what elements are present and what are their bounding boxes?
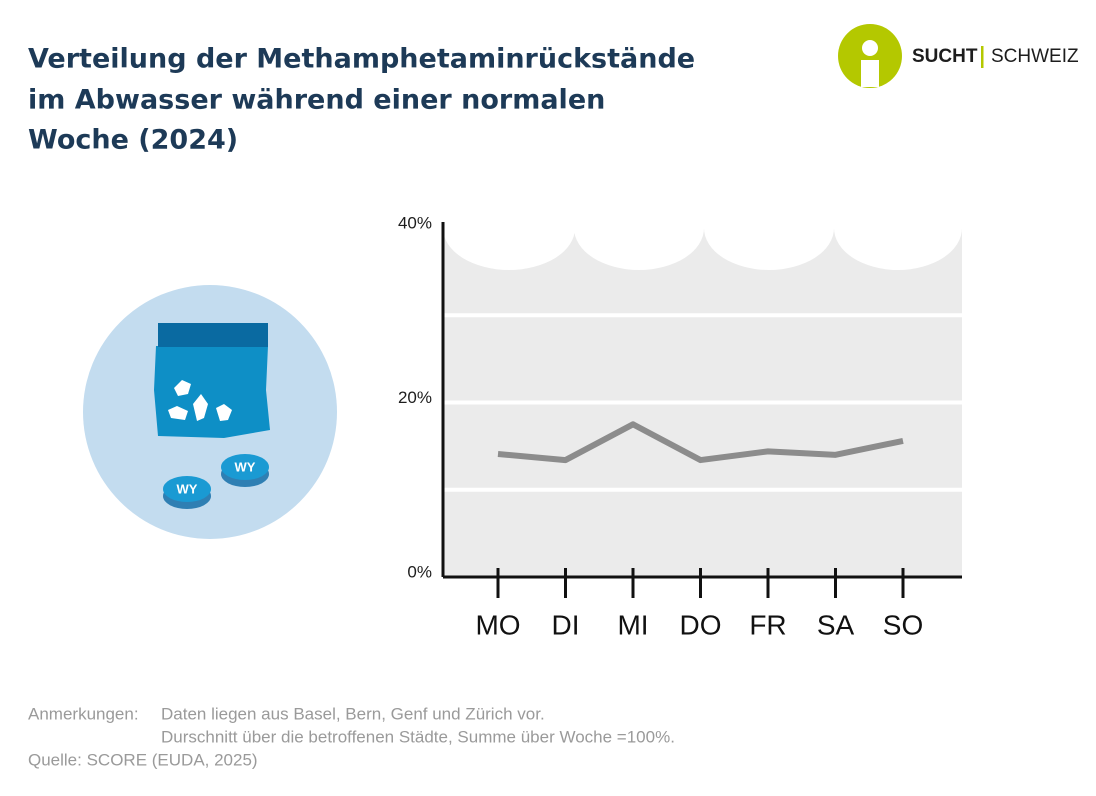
notes-line: Daten liegen aus Basel, Bern, Genf und Z…: [161, 704, 545, 723]
logo-text: SCHWEIZ: [991, 46, 1079, 67]
source: Quelle: SCORE (EUDA, 2025): [28, 750, 258, 769]
x-tick-label: SA: [817, 609, 855, 640]
plot-area: [443, 186, 962, 577]
wave: [704, 186, 834, 270]
notes-line: Durschnitt über die betroffenen Städte, …: [161, 727, 675, 746]
bag: [154, 346, 270, 438]
logo: SUCHT SCHWEIZ: [838, 24, 1079, 88]
bag-top: [158, 323, 268, 347]
y-tick-label: 0%: [407, 562, 432, 581]
chart-title: Woche (2024): [28, 125, 238, 156]
wave: [834, 186, 962, 270]
x-tick-label: SO: [883, 609, 923, 640]
x-tick-label: DI: [552, 609, 580, 640]
chart-title: Verteilung der Methamphetaminrückstände: [28, 44, 695, 75]
y-tick-label: 40%: [398, 213, 432, 232]
y-tick-label: 20%: [398, 388, 432, 407]
x-tick-label: MO: [475, 609, 520, 640]
x-tick-label: MI: [617, 609, 648, 640]
x-tick-label: DO: [680, 609, 722, 640]
chart-title: im Abwasser während einer normalen: [28, 85, 605, 116]
wave: [574, 186, 704, 270]
logo-divider: [981, 46, 984, 68]
pill-text: WY: [177, 481, 198, 496]
logo-text: SUCHT: [912, 46, 978, 67]
pill-text: WY: [235, 459, 256, 474]
logo-body: [861, 60, 879, 87]
data-line: [497, 421, 904, 464]
x-tick-label: FR: [749, 609, 786, 640]
illustration: WY WY: [83, 285, 337, 539]
pill: [163, 476, 211, 502]
pill: [221, 454, 269, 480]
crystals: [168, 380, 232, 421]
notes-label: Anmerkungen:: [28, 704, 139, 723]
logo-head: [862, 40, 878, 56]
wave: [443, 186, 575, 270]
